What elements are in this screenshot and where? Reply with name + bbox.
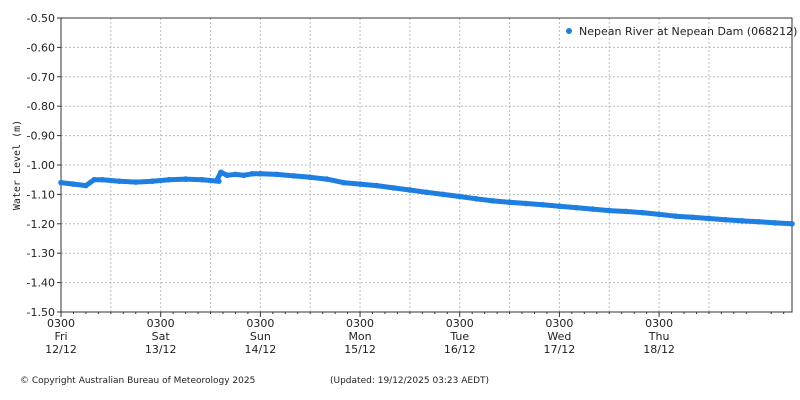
data-point	[606, 207, 613, 214]
x-tick-label: Sat	[152, 330, 171, 343]
x-tick-label: 0300	[147, 317, 175, 330]
data-point	[70, 181, 77, 187]
x-tick-label: Sun	[250, 330, 271, 343]
data-point	[772, 220, 779, 226]
x-tick-label: 0300	[545, 317, 573, 330]
data-point	[58, 179, 64, 186]
data-point	[83, 182, 89, 189]
y-tick-label: -0.80	[27, 100, 55, 113]
data-point	[213, 177, 220, 184]
x-tick-label: 17/12	[544, 343, 576, 356]
y-tick-label: -0.60	[27, 41, 55, 54]
y-axis-label: Water Level (m)	[12, 120, 23, 210]
legend-label: Nepean River at Nepean Dam (068212)	[579, 25, 797, 38]
data-point	[257, 171, 264, 177]
x-tick-label: 18/12	[643, 343, 675, 356]
y-tick-label: -1.50	[27, 306, 55, 319]
data-point	[132, 179, 139, 185]
data-point	[340, 179, 347, 186]
data-point	[407, 187, 413, 193]
y-tick-label: -1.10	[27, 188, 55, 201]
data-point	[166, 176, 172, 183]
x-tick-label: 0300	[346, 317, 374, 330]
data-point	[739, 218, 745, 224]
x-tick-label: 0300	[47, 317, 75, 330]
data-point	[91, 176, 98, 183]
y-tick-labels: -0.50 -0.60 -0.70 -0.80 -0.90 -1.00 -1.10 -1.20…	[27, 12, 55, 319]
data-point	[224, 172, 230, 179]
copyright-text: © Copyright Australian Bureau of Meteoro…	[20, 376, 255, 386]
x-tick-label: 15/12	[344, 343, 376, 356]
x-tick-label: Fri	[54, 330, 67, 343]
data-point	[274, 171, 280, 178]
data-point	[240, 172, 247, 179]
data-point	[789, 221, 795, 227]
data-point	[324, 176, 330, 182]
y-tick-label: -1.20	[27, 218, 55, 231]
x-tick-label: 0300	[446, 317, 474, 330]
data-point	[672, 213, 679, 219]
data-point	[656, 211, 662, 218]
x-tick-label: Thu	[648, 330, 670, 343]
updated-text: (Updated: 19/12/2025 03:23 AEDT)	[330, 376, 489, 386]
x-tick-label: 12/12	[45, 343, 77, 356]
data-point	[290, 173, 297, 179]
x-tick-label: Tue	[449, 330, 469, 343]
x-tick-label: 0300	[246, 317, 274, 330]
y-tick-label: -1.30	[27, 247, 55, 260]
data-point	[199, 176, 206, 183]
data-point	[473, 196, 480, 202]
data-point	[149, 178, 156, 184]
data-point	[232, 171, 239, 178]
x-tick-label: 0300	[645, 317, 673, 330]
data-point	[755, 218, 762, 225]
x-tick-label: 14/12	[245, 343, 277, 356]
y-tick-label: -0.90	[27, 130, 55, 143]
data-point	[573, 204, 579, 211]
data-point	[373, 182, 380, 189]
data-point	[423, 189, 430, 196]
y-tick-label: -0.50	[27, 12, 55, 25]
data-point	[523, 200, 529, 207]
y-tick-label: -0.70	[27, 71, 55, 84]
x-tick-label: 16/12	[444, 343, 476, 356]
data-point	[357, 181, 363, 187]
axes	[57, 17, 793, 317]
plot-border	[60, 17, 793, 313]
data-point	[506, 199, 513, 206]
data-point	[556, 203, 563, 209]
data-point	[490, 198, 496, 204]
data-point	[390, 185, 397, 191]
data-series	[58, 169, 795, 227]
data-point	[623, 208, 629, 215]
data-point	[249, 171, 255, 177]
x-tick-label: Mon	[348, 330, 371, 343]
data-point	[689, 214, 696, 221]
data-point	[218, 169, 224, 176]
data-point	[456, 193, 463, 200]
legend-marker	[566, 28, 572, 34]
x-tick-label: Wed	[547, 330, 571, 343]
data-point	[539, 201, 546, 208]
data-point	[182, 176, 189, 182]
data-point	[706, 215, 712, 222]
x-tick-label: 13/12	[145, 343, 177, 356]
data-point	[99, 176, 106, 183]
data-point	[639, 209, 646, 216]
data-point	[589, 206, 596, 212]
y-tick-label: -1.40	[27, 277, 55, 290]
data-point	[116, 178, 122, 184]
data-point	[440, 191, 446, 198]
x-tick-labels: 0300Fri12/120300Sat13/120300Sun14/120300…	[45, 317, 675, 356]
data-point	[307, 174, 314, 181]
y-tick-label: -1.00	[27, 159, 55, 172]
data-point	[722, 216, 729, 223]
legend: Nepean River at Nepean Dam (068212)	[566, 25, 797, 38]
